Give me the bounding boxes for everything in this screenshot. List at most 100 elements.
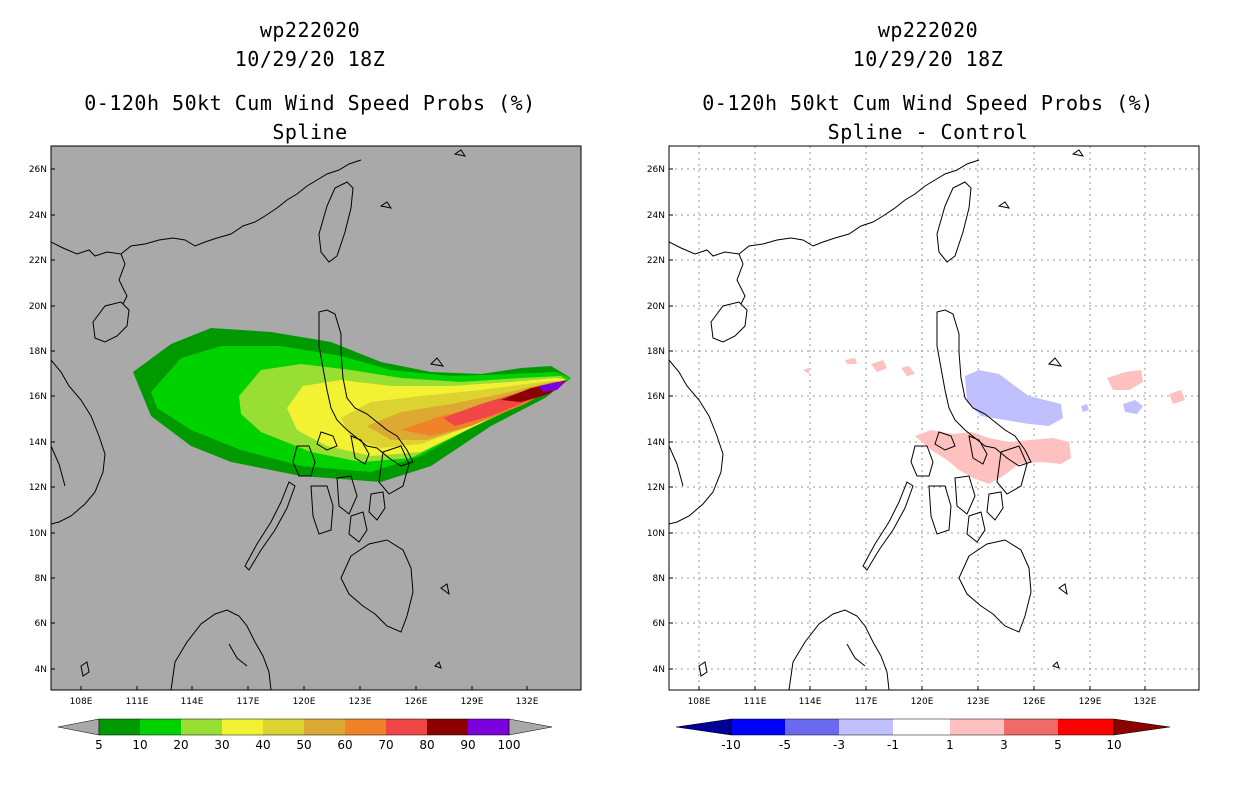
datetime: 10/29/20 18Z — [234, 47, 386, 71]
colorbar-cell — [304, 719, 345, 735]
lat-label: 8N — [35, 574, 47, 584]
contour-neg-1 — [965, 370, 1063, 426]
left-title-block: wp222020 10/29/20 18Z — [50, 16, 570, 74]
lat-label: 18N — [29, 347, 47, 357]
lon-label: 123E — [967, 697, 990, 707]
colorbar-label: 10 — [132, 738, 147, 752]
datetime: 10/29/20 18Z — [852, 47, 1004, 71]
colorbar-label: 60 — [337, 738, 352, 752]
storm-id: wp222020 — [259, 18, 361, 42]
lat-label: 8N — [653, 574, 665, 584]
product-title: 0-120h 50kt Cum Wind Speed Probs (%) — [84, 91, 536, 115]
colorbar-min-arrow — [675, 718, 732, 736]
colorbar-cell — [181, 719, 222, 735]
colorbar-cell — [345, 719, 386, 735]
lat-label: 22N — [647, 256, 665, 266]
colorbar-max-arrow — [508, 718, 553, 736]
colorbar-min-arrow — [57, 718, 100, 736]
colorbar-cell — [222, 719, 263, 735]
lat-label: 22N — [29, 256, 47, 266]
lat-label: 6N — [653, 619, 665, 629]
lat-label: 14N — [29, 438, 47, 448]
lat-label: 26N — [29, 165, 47, 175]
contour-pos-1 — [901, 366, 915, 376]
lon-label: 129E — [461, 697, 484, 707]
probability-contours — [51, 149, 571, 690]
colorbar-cell — [839, 719, 893, 735]
lon-label: 114E — [799, 697, 822, 707]
colorbar-label: 100 — [498, 738, 521, 752]
colorbar-max-arrow — [1113, 718, 1171, 736]
contour-neg-1 — [1081, 404, 1089, 412]
colorbar-label: 20 — [173, 738, 188, 752]
colorbar-cell — [731, 719, 785, 735]
lon-label: 126E — [405, 697, 428, 707]
lon-label: 111E — [744, 697, 767, 707]
left-lat-labels: 26N 24N 22N 20N 18N 16N 14N 12N 10N 8N 6… — [29, 165, 47, 675]
right-colorbar: -10 -5 -3 -1 1 3 5 10 — [675, 718, 1171, 752]
contour-neg-1 — [1123, 400, 1143, 414]
lat-label: 18N — [647, 347, 665, 357]
left-lon-labels: 108E 111E 114E 117E 120E 123E 126E 129E … — [70, 697, 539, 707]
colorbar-cell — [950, 719, 1004, 735]
lat-label: 14N — [647, 438, 665, 448]
colorbar-cell — [140, 719, 181, 735]
lon-label: 126E — [1023, 697, 1046, 707]
contour-90 — [539, 382, 565, 392]
lat-label: 16N — [29, 392, 47, 402]
lon-label: 108E — [70, 697, 93, 707]
colorbar-cell — [893, 719, 950, 735]
lat-label: 4N — [653, 665, 665, 675]
left-ticks — [51, 168, 528, 690]
colorbar-label: 5 — [95, 738, 103, 752]
lat-label: 4N — [35, 665, 47, 675]
lon-label: 120E — [293, 697, 316, 707]
lon-label: 123E — [349, 697, 372, 707]
colorbar-cell — [99, 719, 140, 735]
lat-label: 16N — [647, 392, 665, 402]
lon-label: 108E — [688, 697, 711, 707]
lat-label: 26N — [647, 165, 665, 175]
colorbar-label: 30 — [214, 738, 229, 752]
colorbar-cell — [468, 719, 509, 735]
colorbar-label: 40 — [255, 738, 270, 752]
lon-label: 132E — [516, 697, 539, 707]
colorbar-cell — [1004, 719, 1058, 735]
contour-pos-1 — [803, 368, 809, 374]
colorbar-label: -3 — [833, 738, 845, 752]
lon-label: 117E — [237, 697, 260, 707]
lon-label: 132E — [1134, 697, 1157, 707]
contour-pos-1 — [845, 358, 857, 364]
right-product-block: 0-120h 50kt Cum Wind Speed Probs (%) Spl… — [668, 89, 1188, 147]
map-background — [669, 146, 1199, 690]
contour-pos-1 — [871, 360, 887, 372]
colorbar-cell — [785, 719, 839, 735]
right-lon-labels: 108E 111E 114E 117E 120E 123E 126E 129E … — [688, 697, 1157, 707]
lat-label: 6N — [35, 619, 47, 629]
colorbar-cell — [386, 719, 427, 735]
contour-pos-1 — [1169, 390, 1185, 404]
gridlines — [669, 146, 1199, 690]
lon-label: 114E — [181, 697, 204, 707]
colorbar-label: 80 — [419, 738, 434, 752]
right-map-panel: 26N 24N 22N 20N 18N 16N 14N 12N 10N 8N 6… — [647, 145, 1200, 752]
right-lat-labels: 26N 24N 22N 20N 18N 16N 14N 12N 10N 8N 6… — [647, 165, 665, 675]
colorbar-label: 1 — [946, 738, 954, 752]
lat-label: 24N — [647, 211, 665, 221]
lat-label: 10N — [647, 529, 665, 539]
lat-label: 20N — [647, 302, 665, 312]
lon-label: 117E — [855, 697, 878, 707]
colorbar-label: 10 — [1106, 738, 1121, 752]
panel-subtitle: Spline - Control — [827, 120, 1029, 144]
left-map-panel: 26N 24N 22N 20N 18N 16N 14N 12N 10N 8N 6… — [29, 145, 582, 752]
lon-label: 120E — [911, 697, 934, 707]
lon-label: 111E — [126, 697, 149, 707]
lon-label: 129E — [1079, 697, 1102, 707]
left-colorbar: 5 10 20 30 40 50 60 70 80 90 100 — [57, 718, 553, 752]
colorbar-cell — [1058, 719, 1114, 735]
colorbar-cell — [263, 719, 304, 735]
lat-label: 12N — [647, 483, 665, 493]
colorbar-label: -10 — [721, 738, 741, 752]
product-title: 0-120h 50kt Cum Wind Speed Probs (%) — [702, 91, 1154, 115]
